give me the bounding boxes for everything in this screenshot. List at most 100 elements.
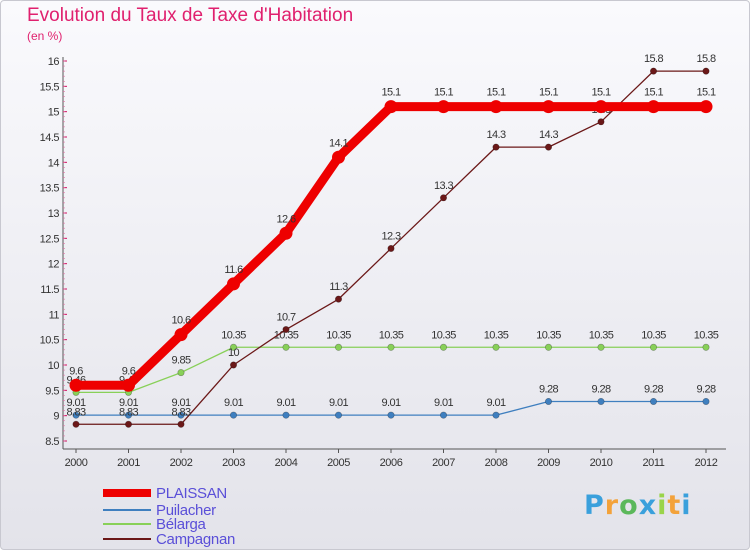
data-label: 10.35	[641, 329, 666, 341]
data-point	[177, 420, 185, 428]
data-label: 8.83	[66, 406, 85, 418]
data-label: 8.83	[119, 406, 138, 418]
data-point	[177, 411, 185, 419]
data-label: 10.7	[276, 312, 295, 324]
x-tick-label: 2006	[380, 457, 403, 469]
y-tick-label: 8.5	[45, 436, 59, 448]
x-tick-label: 2005	[327, 457, 350, 469]
data-point	[334, 343, 342, 351]
legend-label: Campagnan	[156, 531, 235, 548]
data-point	[492, 411, 500, 419]
data-label: 15.1	[434, 87, 453, 99]
data-label: 11.6	[224, 264, 243, 276]
x-tick-label: 2012	[695, 457, 718, 469]
data-label: 10.35	[694, 329, 719, 341]
data-point	[230, 361, 238, 369]
data-label: 9.01	[381, 397, 400, 409]
data-point	[125, 411, 133, 419]
proxiti-logo: Proxiti	[584, 490, 692, 521]
y-tick-label: 12.5	[40, 233, 60, 245]
data-label: 12.3	[381, 230, 400, 242]
data-point	[542, 100, 555, 114]
y-axis-unit-label: (en %)	[27, 29, 63, 43]
data-label: 10.35	[221, 329, 246, 341]
logo-letter: t	[667, 490, 682, 521]
y-tick-label: 12	[48, 259, 60, 271]
data-point	[544, 143, 552, 151]
data-point	[227, 277, 240, 291]
data-point	[544, 343, 552, 351]
y-tick-label: 15	[48, 107, 60, 119]
logo-letter: i	[657, 490, 668, 521]
data-point	[702, 397, 710, 405]
data-point	[647, 100, 660, 114]
data-label: 10.35	[431, 329, 456, 341]
data-point	[282, 343, 290, 351]
x-tick-label: 2009	[537, 457, 560, 469]
data-point	[597, 118, 605, 126]
data-point	[384, 100, 398, 114]
data-point	[597, 397, 605, 405]
data-point	[439, 343, 447, 351]
data-point	[72, 411, 80, 419]
data-label: 9.01	[276, 397, 295, 409]
data-label: 10.35	[484, 329, 509, 341]
data-point	[699, 100, 713, 114]
data-point	[649, 397, 657, 405]
data-point	[334, 295, 342, 303]
data-label: 15.1	[381, 87, 400, 99]
data-label: 13.3	[434, 180, 453, 192]
data-label: 9.01	[66, 397, 85, 409]
data-point	[594, 100, 608, 114]
data-label: 9.6	[69, 365, 83, 377]
logo-letter: P	[584, 490, 605, 521]
data-label: 12.6	[276, 213, 295, 225]
data-label: 9.28	[539, 383, 558, 395]
data-point	[69, 378, 83, 392]
y-tick-label: 16	[48, 56, 60, 68]
data-label: 10.35	[379, 329, 404, 341]
data-label: 9.01	[171, 397, 190, 409]
data-label: 9.85	[171, 355, 190, 367]
x-tick-label: 2002	[170, 457, 193, 469]
logo-letter: r	[604, 490, 620, 521]
data-point	[387, 244, 395, 252]
data-label: 9.28	[644, 383, 663, 395]
y-tick-label: 10.5	[40, 335, 60, 347]
y-tick-label: 14	[48, 157, 60, 169]
data-label: 15.1	[696, 87, 715, 99]
x-tick-label: 2003	[222, 457, 245, 469]
data-point	[177, 369, 185, 377]
data-point	[230, 411, 238, 419]
x-tick-label: 2008	[485, 457, 508, 469]
y-tick-label: 10	[48, 360, 60, 372]
data-point	[174, 328, 188, 342]
data-label: 14.1	[329, 137, 348, 149]
y-tick-label: 9	[53, 411, 59, 423]
y-tick-label: 13.5	[40, 183, 60, 195]
chart-title: Evolution du Taux de Taxe d'Habitation	[27, 5, 354, 26]
data-label: 10.35	[274, 329, 299, 341]
data-point	[492, 143, 500, 151]
legend-label: Bélarga	[156, 516, 207, 533]
legend-label: PLAISSAN	[156, 485, 227, 502]
data-label: 9.01	[224, 397, 243, 409]
y-tick-label: 9.5	[45, 385, 59, 397]
data-label: 8.83	[171, 406, 190, 418]
data-label: 9.28	[591, 383, 610, 395]
data-point	[649, 343, 657, 351]
data-point	[279, 226, 293, 240]
data-label: 14.3	[486, 129, 505, 141]
data-label: 10.35	[326, 329, 351, 341]
data-label: 15.1	[644, 87, 663, 99]
x-tick-label: 2007	[432, 457, 455, 469]
data-point	[437, 100, 450, 114]
x-tick-label: 2011	[642, 457, 664, 469]
logo-letter: o	[619, 490, 639, 521]
data-point	[334, 411, 342, 419]
data-label: 9.01	[434, 397, 453, 409]
x-tick-label: 2010	[590, 457, 613, 469]
data-point	[122, 378, 135, 392]
data-label: 14.3	[539, 129, 558, 141]
data-label: 10.35	[536, 329, 561, 341]
